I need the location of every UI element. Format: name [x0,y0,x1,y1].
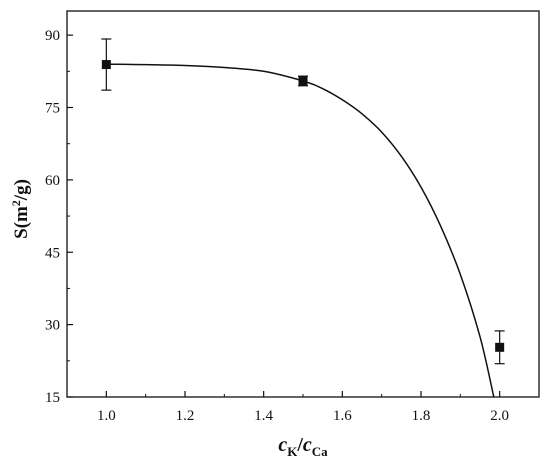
y-tick-label: 45 [45,245,60,261]
x-tick-label: 1.8 [412,408,431,424]
x-axis-title-c1: c [278,434,287,456]
y-axis-title-base: S(m [11,206,32,239]
y-tick-label: 75 [45,101,60,117]
x-axis-title-sub2: Ca [312,444,328,459]
x-tick-label: 1.0 [97,408,116,424]
data-points [101,38,505,365]
y-tick-label: 30 [45,318,60,334]
plot-frame [66,10,540,398]
x-tick-label: 1.6 [333,408,352,424]
y-tick-label: 15 [45,390,60,406]
x-axis-title: cK/cCa [278,434,328,459]
y-axis-title-tail: /g) [11,179,32,201]
data-point [298,76,308,86]
y-axis-title: S(m2/g) [9,179,32,239]
x-axis-title-slash: / [296,434,303,456]
x-axis-title-sub1: K [287,444,298,459]
x-tick-label: 1.4 [254,408,273,424]
fit-curve [106,63,495,398]
axis-ticks: 1.0 1.2 1.4 1.6 1.8 2.0 15 30 45 60 75 90 [45,28,540,424]
y-tick-label: 90 [45,28,60,44]
y-axis-title-sup: 2 [9,200,23,206]
data-point [495,342,505,352]
x-tick-label: 2.0 [490,408,509,424]
data-point [101,60,111,70]
x-axis-title-c2: c [303,434,312,456]
x-tick-label: 1.2 [176,408,195,424]
y-tick-label: 60 [45,173,60,189]
